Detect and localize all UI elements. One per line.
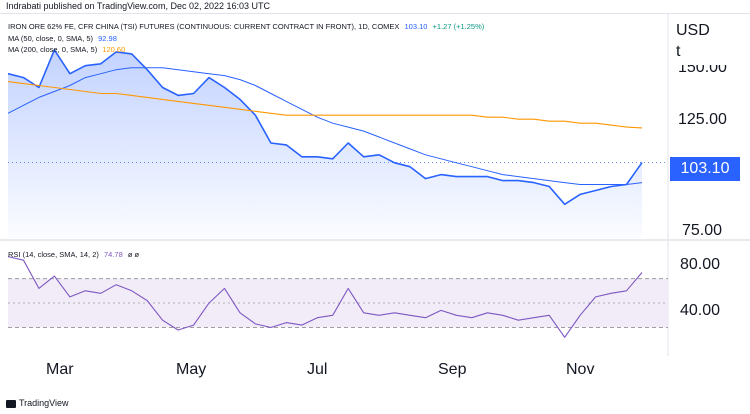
price-line: [7, 49, 643, 206]
x-tick-mar: Mar: [46, 361, 74, 378]
main-legend: IRON ORE 62% FE, CFR CHINA (TSI) FUTURES…: [8, 22, 484, 31]
ma200-line: [7, 81, 643, 129]
price-tick-75: 75.00: [682, 222, 723, 239]
rsi-pane: [7, 256, 668, 338]
unit-label: t: [676, 43, 681, 60]
x-tick-nov: Nov: [566, 361, 595, 378]
price-tick-150: 150.00: [678, 59, 727, 76]
publish-text: Indrabati published on TradingView.com, …: [6, 1, 270, 11]
price-area-fill: [8, 49, 642, 239]
price-tick-125: 125.00: [678, 111, 727, 128]
currency-label: USD: [676, 22, 710, 39]
footer-brand-text: TradingView: [19, 398, 69, 408]
rsi-tick-80: 80.00: [680, 256, 721, 273]
rsi-tick-40: 40.00: [680, 302, 721, 319]
x-tick-jul: Jul: [307, 361, 328, 378]
rsi-line: [7, 256, 643, 338]
main-price-pane: [7, 49, 668, 239]
tradingview-logo-icon: [6, 399, 16, 408]
ma50-legend: MA (50, close, 0, SMA, 5) 92.98: [8, 34, 117, 43]
last-price-value: 103.10: [404, 22, 428, 31]
price-change-value: +1.27 (+1.25%): [432, 22, 485, 31]
ma50-line: [7, 67, 643, 185]
x-tick-may: May: [176, 361, 207, 378]
x-tick-sep: Sep: [438, 361, 467, 378]
ma50-label: MA (50, close, 0, SMA, 5): [8, 34, 94, 43]
ma200-label: MA (200, close, 0, SMA, 5): [8, 45, 98, 54]
footer-brand[interactable]: TradingView: [6, 398, 69, 408]
rsi-value: 74.78: [103, 250, 123, 259]
symbol-title: IRON ORE 62% FE, CFR CHINA (TSI) FUTURES…: [8, 22, 400, 31]
rsi-label: RSI (14, close, SMA, 14, 2): [8, 250, 99, 259]
ma50-value: 92.98: [98, 34, 117, 43]
publish-header: Indrabati published on TradingView.com, …: [0, 0, 750, 14]
ma200-legend: MA (200, close, 0, SMA, 5) 120.60: [8, 45, 125, 54]
rsi-legend: RSI (14, close, SMA, 14, 2) 74.78 ø ø: [8, 250, 139, 259]
ma200-value: 120.60: [102, 45, 126, 54]
last-price-tag: 103.10: [670, 157, 740, 181]
rsi-extra: ø ø: [127, 250, 140, 259]
